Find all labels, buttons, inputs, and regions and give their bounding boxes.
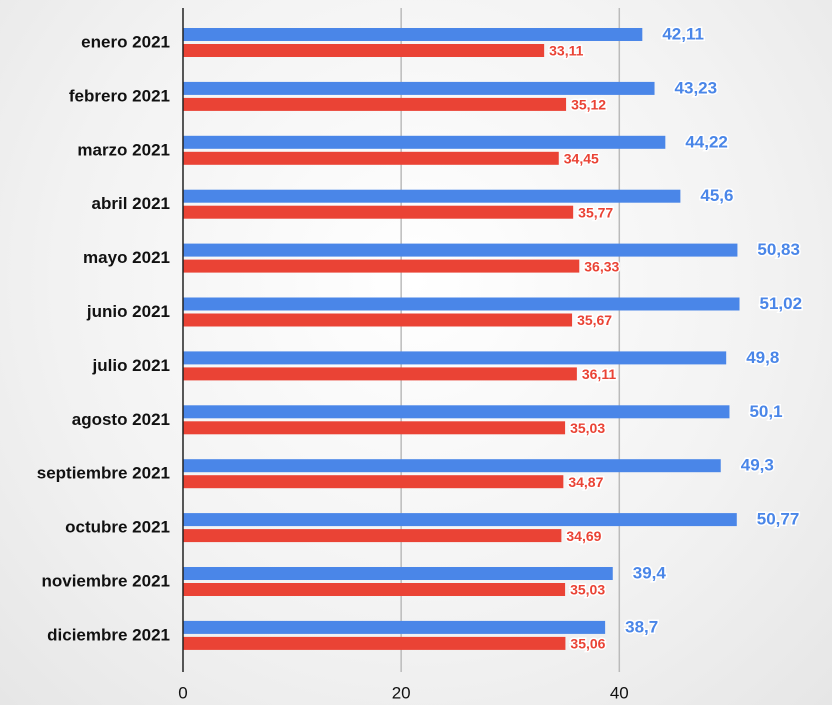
bar bbox=[183, 459, 721, 473]
category-label: diciembre 2021 bbox=[47, 625, 170, 644]
bar bbox=[183, 243, 738, 257]
value-label: 39,4 bbox=[633, 563, 667, 582]
value-label: 50,83 bbox=[757, 240, 800, 259]
bar bbox=[183, 421, 566, 435]
value-label: 34,45 bbox=[564, 151, 599, 167]
bar bbox=[183, 205, 574, 219]
value-label: 49,3 bbox=[741, 456, 774, 475]
value-label: 35,03 bbox=[570, 420, 605, 436]
bar bbox=[183, 81, 655, 95]
x-tick-label: 0 bbox=[178, 683, 187, 702]
bar bbox=[183, 513, 737, 527]
category-label: marzo 2021 bbox=[77, 140, 170, 159]
category-label: enero 2021 bbox=[81, 32, 170, 51]
value-label: 35,03 bbox=[570, 582, 605, 598]
value-label: 44,22 bbox=[685, 132, 728, 151]
bar bbox=[183, 367, 577, 381]
bar bbox=[183, 135, 666, 149]
value-label: 38,7 bbox=[625, 617, 658, 636]
value-label: 51,02 bbox=[760, 294, 803, 313]
category-label: abril 2021 bbox=[92, 194, 170, 213]
category-label: septiembre 2021 bbox=[37, 464, 170, 483]
value-label: 36,33 bbox=[584, 258, 619, 274]
bar bbox=[183, 97, 567, 111]
x-tick-label: 20 bbox=[392, 683, 411, 702]
value-label: 49,8 bbox=[746, 348, 779, 367]
value-label: 34,69 bbox=[566, 528, 601, 544]
bar bbox=[183, 297, 740, 311]
value-label: 50,1 bbox=[749, 402, 782, 421]
category-label: octubre 2021 bbox=[65, 518, 170, 537]
value-label: 33,11 bbox=[549, 43, 583, 59]
bar bbox=[183, 529, 562, 543]
bar bbox=[183, 151, 559, 165]
value-label: 35,67 bbox=[577, 312, 612, 328]
category-label: agosto 2021 bbox=[72, 410, 170, 429]
bar bbox=[183, 313, 573, 327]
category-label: julio 2021 bbox=[92, 356, 170, 375]
bar bbox=[183, 475, 564, 489]
x-tick-label: 40 bbox=[610, 683, 629, 702]
category-label: febrero 2021 bbox=[69, 86, 170, 105]
bar bbox=[183, 620, 606, 634]
bar bbox=[183, 44, 545, 57]
bar bbox=[183, 567, 613, 580]
value-label: 50,77 bbox=[757, 510, 800, 529]
bar bbox=[183, 28, 643, 41]
value-label: 43,23 bbox=[675, 78, 718, 97]
value-label: 35,12 bbox=[571, 97, 606, 113]
category-label: mayo 2021 bbox=[83, 248, 170, 267]
bar bbox=[183, 405, 730, 419]
value-label: 45,6 bbox=[700, 186, 733, 205]
category-label: junio 2021 bbox=[86, 302, 170, 321]
category-label: noviembre 2021 bbox=[41, 571, 170, 590]
bar bbox=[183, 189, 681, 203]
bar bbox=[183, 259, 580, 273]
value-label: 42,11 bbox=[662, 24, 704, 43]
bar bbox=[183, 583, 566, 596]
bar bbox=[183, 636, 566, 650]
value-label: 36,11 bbox=[582, 366, 616, 382]
value-label: 35,06 bbox=[570, 636, 605, 652]
value-label: 35,77 bbox=[578, 204, 613, 220]
bar bbox=[183, 351, 727, 365]
value-label: 34,87 bbox=[568, 474, 603, 490]
